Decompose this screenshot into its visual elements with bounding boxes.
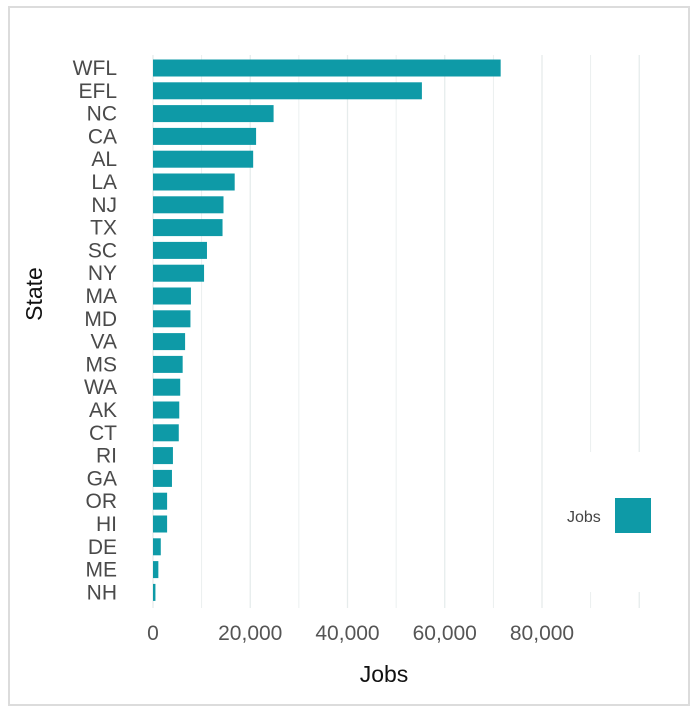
bar-al bbox=[153, 151, 253, 168]
legend-swatch bbox=[615, 498, 651, 533]
bars bbox=[153, 60, 501, 601]
category-labels: WFLEFLNCCAALLANJTXSCNYMAMDVAMSWAAKCTRIGA… bbox=[73, 57, 117, 604]
x-tick-label: 80,000 bbox=[510, 622, 574, 645]
bar-ms bbox=[153, 356, 183, 373]
category-label-de: DE bbox=[88, 536, 117, 559]
x-tick-label: 0 bbox=[147, 622, 159, 645]
category-label-hi: HI bbox=[96, 513, 117, 536]
bar-ca bbox=[153, 128, 256, 145]
bar-md bbox=[153, 310, 190, 327]
bar-ak bbox=[153, 402, 179, 419]
bar-or bbox=[153, 493, 167, 510]
category-label-ca: CA bbox=[88, 125, 117, 148]
x-axis-title: Jobs bbox=[360, 661, 409, 687]
category-label-ct: CT bbox=[89, 422, 117, 445]
bar-nj bbox=[153, 196, 224, 213]
category-label-nc: NC bbox=[87, 103, 117, 126]
x-tick-label: 40,000 bbox=[315, 622, 379, 645]
bar-de bbox=[153, 538, 161, 555]
bar-efl bbox=[153, 82, 422, 99]
category-label-nh: NH bbox=[87, 581, 117, 604]
category-label-efl: EFL bbox=[78, 80, 117, 103]
legend: Jobs bbox=[556, 452, 660, 592]
bar-tx bbox=[153, 219, 223, 236]
category-label-ma: MA bbox=[86, 285, 118, 308]
x-tick-label: 60,000 bbox=[413, 622, 477, 645]
bar-wfl bbox=[153, 60, 501, 77]
bar-ct bbox=[153, 424, 179, 441]
bar-ny bbox=[153, 265, 204, 282]
legend-label: Jobs bbox=[567, 509, 601, 526]
category-label-ri: RI bbox=[96, 445, 117, 468]
category-label-ga: GA bbox=[87, 467, 117, 490]
bar-ri bbox=[153, 447, 173, 464]
category-label-al: AL bbox=[91, 148, 117, 171]
category-label-va: VA bbox=[91, 331, 117, 354]
category-label-sc: SC bbox=[88, 239, 117, 262]
x-tick-label: 20,000 bbox=[218, 622, 282, 645]
category-label-ny: NY bbox=[88, 262, 117, 285]
bar-me bbox=[153, 561, 158, 578]
category-label-wfl: WFL bbox=[73, 57, 117, 80]
category-label-or: OR bbox=[86, 490, 118, 513]
bar-va bbox=[153, 333, 185, 350]
category-label-wa: WA bbox=[84, 376, 117, 399]
bar-la bbox=[153, 174, 235, 191]
x-tick-labels: 0 20,000 40,000 60,000 80,000 bbox=[147, 622, 574, 645]
bar-ga bbox=[153, 470, 172, 487]
category-label-me: ME bbox=[86, 559, 118, 582]
category-label-ak: AK bbox=[89, 399, 117, 422]
bar-nh bbox=[153, 584, 155, 601]
bar-sc bbox=[153, 242, 207, 259]
bar-hi bbox=[153, 516, 167, 533]
y-axis-title: State bbox=[21, 267, 47, 321]
category-label-md: MD bbox=[84, 308, 117, 331]
category-label-ms: MS bbox=[86, 353, 118, 376]
bar-wa bbox=[153, 379, 180, 396]
bar-nc bbox=[153, 105, 274, 122]
category-label-la: LA bbox=[91, 171, 117, 194]
category-label-tx: TX bbox=[90, 217, 117, 240]
bar-ma bbox=[153, 288, 191, 305]
category-label-nj: NJ bbox=[91, 194, 117, 217]
